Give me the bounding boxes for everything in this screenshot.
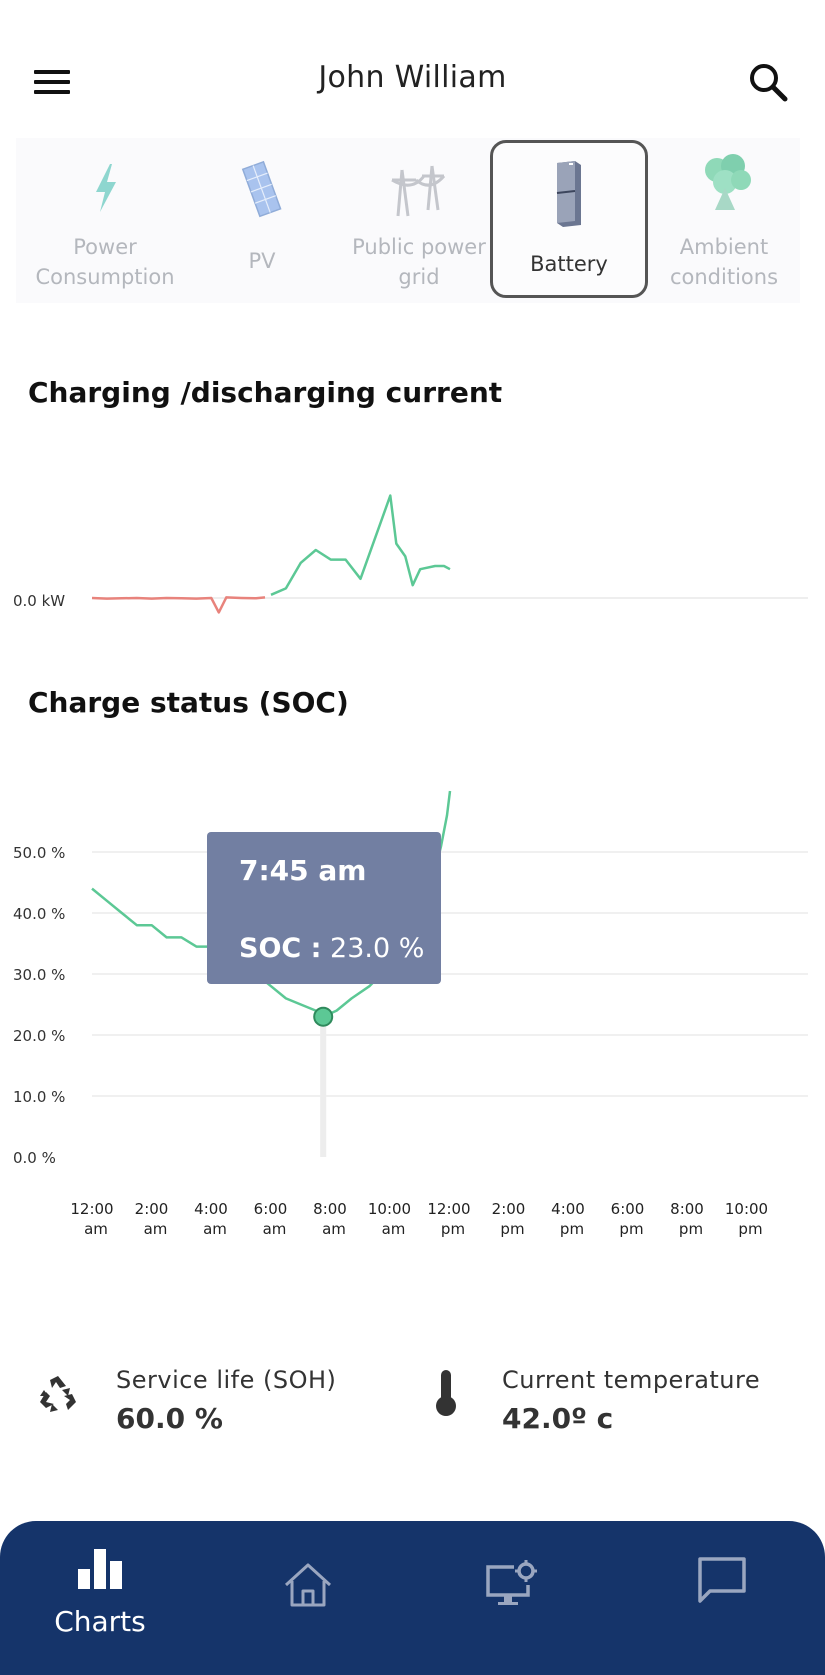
tooltip-soc: SOC : 23.0 % xyxy=(239,933,424,964)
soc-x-tick-period: am xyxy=(144,1220,168,1238)
tab-pv[interactable]: PV xyxy=(183,140,341,298)
soc-x-tick-time: 10:00 xyxy=(725,1200,768,1218)
search-button[interactable] xyxy=(744,58,792,106)
temperature-label: Current temperature xyxy=(502,1366,761,1394)
search-icon xyxy=(750,64,788,102)
soc-x-tick-period: pm xyxy=(441,1220,465,1238)
tab-label: Battery xyxy=(530,252,608,276)
solar-panel-icon xyxy=(183,158,341,218)
soc-x-tick-period: pm xyxy=(738,1220,762,1238)
power-pylon-icon xyxy=(340,158,498,218)
soc-x-tick-time: 10:00 xyxy=(368,1200,411,1218)
soc-x-tick-time: 8:00 xyxy=(313,1200,347,1218)
category-tabs: Power Consumption PV xyxy=(16,138,800,303)
soc-highlight-point[interactable] xyxy=(313,1006,334,1027)
bar-chart-icon xyxy=(78,1549,122,1589)
soc-y-tick-label: 20.0 % xyxy=(13,1027,65,1045)
tab-power-consumption[interactable]: Power Consumption xyxy=(26,140,184,298)
app-header: John William xyxy=(0,0,825,140)
soc-x-tick-period: pm xyxy=(619,1220,643,1238)
soc-x-tick-time: 6:00 xyxy=(254,1200,288,1218)
nav-messages[interactable] xyxy=(630,1521,810,1675)
zero-kw-label: 0.0 kW xyxy=(13,592,65,610)
soc-x-tick-time: 8:00 xyxy=(670,1200,704,1218)
tab-battery[interactable]: Battery xyxy=(490,140,648,298)
soc-x-tick-time: 2:00 xyxy=(492,1200,526,1218)
soc-x-tick-period: am xyxy=(263,1220,287,1238)
tooltip-time: 7:45 am xyxy=(239,854,367,887)
soc-highlight-bar xyxy=(320,1016,327,1157)
soc-x-tick-period: am xyxy=(84,1220,108,1238)
soc-x-tick-period: pm xyxy=(500,1220,524,1238)
tab-ambient-conditions[interactable]: Ambient conditions xyxy=(645,140,803,298)
soc-x-tick-time: 4:00 xyxy=(194,1200,228,1218)
battery-icon xyxy=(493,159,645,227)
page-title: John William xyxy=(318,60,507,95)
soc-x-tick-time: 6:00 xyxy=(611,1200,645,1218)
current-chart-title: Charging /discharging current xyxy=(28,376,503,409)
lightning-bolt-icon xyxy=(26,158,184,218)
soc-x-tick-period: am xyxy=(322,1220,346,1238)
soc-y-tick-label: 40.0 % xyxy=(13,905,65,923)
soh-value: 60.0 % xyxy=(116,1402,223,1435)
soc-chart-title: Charge status (SOC) xyxy=(28,686,349,719)
temperature-value: 42.0º c xyxy=(502,1402,614,1435)
nav-charts-label: Charts xyxy=(54,1605,146,1638)
hamburger-menu-icon xyxy=(34,70,70,74)
nav-charts[interactable]: Charts xyxy=(10,1521,190,1675)
soc-x-tick-time: 4:00 xyxy=(551,1200,585,1218)
tab-public-power-grid[interactable]: Public power grid xyxy=(340,140,498,298)
monitor-settings-icon xyxy=(486,1560,537,1605)
soc-x-tick-period: am xyxy=(203,1220,227,1238)
current-chart: 0.0 kW xyxy=(13,494,808,614)
soc-tooltip: 7:45 am SOC : 23.0 % xyxy=(207,832,441,984)
soh-label: Service life (SOH) xyxy=(116,1366,337,1394)
soc-x-tick-period: pm xyxy=(560,1220,584,1238)
soc-y-tick-label: 10.0 % xyxy=(13,1088,65,1106)
soc-y-tick-label: 30.0 % xyxy=(13,966,65,984)
soc-x-tick-time: 12:00 xyxy=(70,1200,113,1218)
current-series-0 xyxy=(91,596,266,614)
battery-stats: Service life (SOH) 60.0 % Current temper… xyxy=(0,1350,825,1435)
tab-label: Ambient conditions xyxy=(669,235,779,289)
soc-x-tick-period: pm xyxy=(679,1220,703,1238)
recycle-icon xyxy=(36,1372,80,1420)
nav-device-settings[interactable] xyxy=(420,1521,600,1675)
nav-home[interactable] xyxy=(218,1521,398,1675)
soc-y-tick-label: 50.0 % xyxy=(13,844,65,862)
soc-x-tick-period: am xyxy=(382,1220,406,1238)
tab-label: Public power grid xyxy=(352,235,486,289)
hamburger-line xyxy=(34,90,70,94)
soc-y-tick-label: 0.0 % xyxy=(13,1149,56,1167)
soc-x-tick-time: 12:00 xyxy=(427,1200,470,1218)
tooltip-soc-label: SOC : xyxy=(239,933,322,964)
chat-icon xyxy=(698,1557,746,1603)
thermometer-icon xyxy=(432,1368,460,1422)
tab-label: Power Consumption xyxy=(35,235,175,289)
home-icon xyxy=(284,1563,332,1607)
tab-label: PV xyxy=(248,249,276,273)
current-series-1 xyxy=(270,494,451,596)
menu-button[interactable] xyxy=(26,58,78,106)
bottom-navigation: Charts xyxy=(0,1521,825,1675)
soc-x-tick-time: 2:00 xyxy=(135,1200,169,1218)
hamburger-line xyxy=(34,80,70,84)
trees-icon xyxy=(645,148,803,210)
tooltip-soc-value: 23.0 % xyxy=(330,933,425,964)
